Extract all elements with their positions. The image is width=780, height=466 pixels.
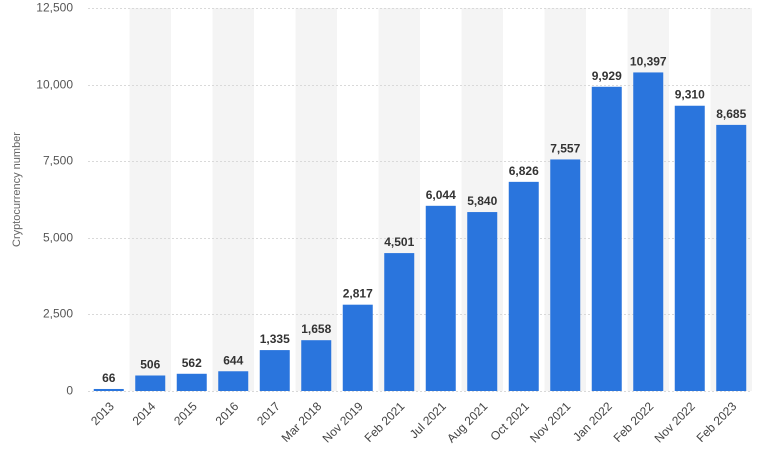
x-tick-label: Mar 2018	[279, 399, 325, 445]
x-tick-label: 2014	[130, 399, 159, 428]
y-tick-label: 2,500	[43, 307, 73, 321]
bar-value-label: 66	[102, 371, 116, 385]
x-tick-label: 2015	[171, 399, 200, 428]
x-tick-label: 2016	[213, 399, 242, 428]
bar-value-label: 2,817	[343, 287, 373, 301]
x-tick-label: Feb 2022	[611, 399, 657, 445]
column-band	[295, 8, 337, 391]
bar-value-label: 1,335	[260, 332, 290, 346]
bar	[550, 159, 581, 391]
x-tick-label: Feb 2023	[694, 399, 740, 445]
bar	[633, 72, 664, 392]
x-tick-label: Nov 2022	[652, 399, 698, 445]
y-tick-label: 10,000	[36, 78, 73, 92]
y-axis-title: Cryptocurrency number	[11, 132, 23, 247]
bar-value-label: 6,044	[426, 188, 456, 202]
bar	[301, 340, 332, 391]
bar	[508, 181, 539, 391]
bar	[176, 373, 207, 391]
x-tick-label: Aug 2021	[444, 399, 490, 445]
x-tick-label: Jul 2021	[407, 399, 449, 441]
bar-value-label: 9,310	[675, 88, 705, 102]
bars	[93, 72, 747, 392]
bar	[425, 205, 456, 391]
bar-value-label: 8,685	[716, 107, 746, 121]
column-band	[129, 8, 171, 391]
bar-value-label: 562	[182, 356, 202, 370]
bar-value-label: 6,826	[509, 164, 539, 178]
bar	[218, 371, 249, 391]
x-tick-label: Feb 2021	[362, 399, 408, 445]
x-tick-label: 2017	[254, 399, 283, 428]
bar-value-labels: 66 506 562 644 1,335 1,658 2,817 4,501 6,044 5,84…	[102, 54, 747, 385]
bar	[591, 86, 622, 391]
bar-value-label: 9,929	[592, 69, 622, 83]
y-axis-tick-labels: 0 2,500 5,000 7,500 10,000 12,500	[36, 1, 73, 398]
bar	[467, 212, 498, 391]
bar	[674, 105, 705, 391]
bar-value-label: 644	[223, 353, 243, 367]
bar	[93, 388, 124, 391]
y-tick-label: 0	[66, 384, 73, 398]
x-tick-label: Jan 2022	[570, 399, 615, 444]
y-tick-label: 7,500	[43, 154, 73, 168]
y-tick-label: 5,000	[43, 231, 73, 245]
bar-value-label: 506	[140, 357, 160, 371]
x-tick-label: Oct 2021	[488, 399, 533, 444]
bar-value-label: 7,557	[550, 141, 580, 155]
bar-value-label: 5,840	[467, 194, 497, 208]
bar	[716, 124, 747, 391]
x-tick-label: 2013	[88, 399, 117, 428]
bar-value-label: 4,501	[384, 235, 414, 249]
bar-value-label: 1,658	[301, 322, 331, 336]
bar-value-label: 10,397	[630, 54, 667, 68]
bar	[384, 253, 415, 391]
x-tick-label: Nov 2021	[527, 399, 573, 445]
column-band	[212, 8, 254, 391]
bar	[259, 350, 290, 391]
x-tick-label: Nov 2019	[320, 399, 366, 445]
bar	[135, 375, 166, 391]
bar	[342, 304, 373, 391]
y-tick-label: 12,500	[36, 1, 73, 15]
